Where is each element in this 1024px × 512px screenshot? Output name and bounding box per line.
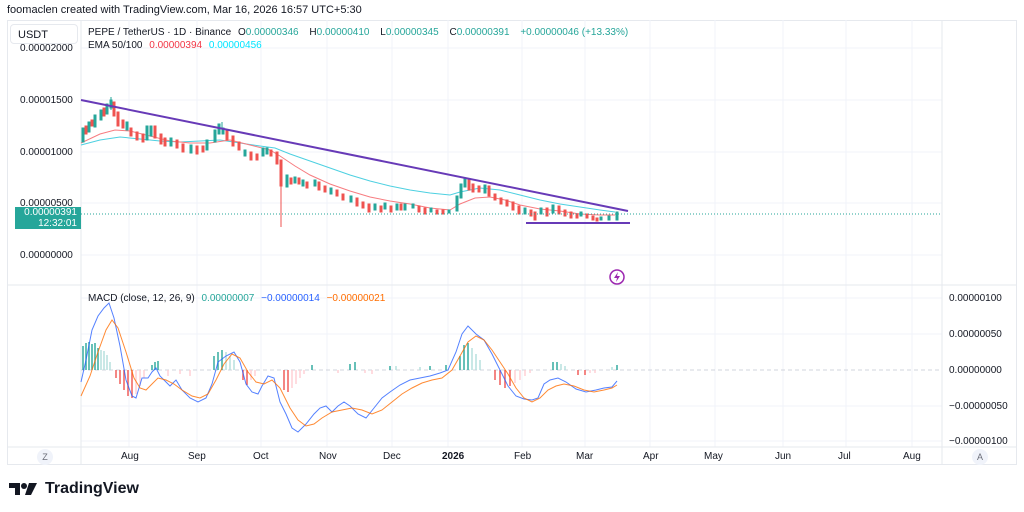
symbol-legend: PEPE / TetherUS · 1D · Binance O0.000003… <box>88 27 632 38</box>
ohlc-high-value: 0.00000410 <box>316 27 370 38</box>
time-axis-label: Mar <box>576 451 594 462</box>
macd-axis-label: 0.00000100 <box>949 293 1002 304</box>
zoom-reset-button[interactable]: Z <box>37 449 53 465</box>
macd-legend: MACD (close, 12, 26, 9) 0.00000007 −0.00… <box>88 293 389 304</box>
ema50-value: 0.00000394 <box>149 40 203 51</box>
macd-histogram-value: 0.00000007 <box>201 293 255 304</box>
time-axis-label: Jul <box>838 451 851 462</box>
signal-line <box>80 319 618 427</box>
price-axis-label: 0.00001000 <box>20 147 73 158</box>
price-axis-label: 0.00002000 <box>20 43 73 54</box>
macd-label[interactable]: MACD (close, 12, 26, 9) <box>88 293 195 304</box>
symbol-title[interactable]: PEPE / TetherUS · 1D · Binance <box>88 27 232 38</box>
descending-trendline[interactable] <box>80 99 629 212</box>
ohlc-open-value: 0.00000346 <box>245 27 299 38</box>
ema-legend: EMA 50/100 0.00000394 0.00000456 <box>88 40 266 51</box>
price-axis-label: 0.00000500 <box>20 198 73 209</box>
current-price-tag: 0.00000391 12:32:01 <box>15 207 81 229</box>
brand-name: TradingView <box>45 480 139 497</box>
time-axis-label: Apr <box>643 451 659 462</box>
tradingview-logo-icon <box>9 483 37 495</box>
time-axis-label: Nov <box>319 451 337 462</box>
chart-credit: foomaclen created with TradingView.com, … <box>7 4 362 16</box>
macd-line <box>80 302 618 433</box>
price-change: +0.00000046 (+13.33%) <box>520 27 629 38</box>
currency-button[interactable]: USDT <box>10 24 78 44</box>
grid-lines <box>81 20 942 447</box>
auto-scale-button[interactable]: A <box>972 449 988 465</box>
ema100-value: 0.00000456 <box>208 40 262 51</box>
ema100-line <box>80 136 616 213</box>
ema-label[interactable]: EMA 50/100 <box>88 40 143 51</box>
time-axis-label: Sep <box>188 451 206 462</box>
macd-signal-value: −0.00000021 <box>326 293 386 304</box>
macd-axis-label: −0.00000050 <box>949 401 1008 412</box>
time-axis-label: Jun <box>775 451 792 462</box>
ohlc-low-value: 0.00000345 <box>385 27 439 38</box>
ohlc-high-label: H <box>309 27 317 38</box>
ohlc-open-label: O <box>238 27 246 38</box>
time-axis-label: Feb <box>514 451 532 462</box>
time-axis-label-year: 2026 <box>442 451 465 462</box>
chart-frame <box>7 20 1017 465</box>
tradingview-logo: TradingView <box>9 480 139 498</box>
ohlc-low-label: L <box>380 27 386 38</box>
current-price-value: 0.00000391 <box>24 207 77 218</box>
time-axis-label: Aug <box>121 451 139 462</box>
time-axis-label: May <box>704 451 723 462</box>
flash-icon[interactable] <box>609 269 625 285</box>
time-axis-label: Aug <box>903 451 921 462</box>
ohlc-close-label: C <box>449 27 457 38</box>
ohlc-close-value: 0.00000391 <box>456 27 510 38</box>
macd-histogram <box>82 342 618 398</box>
macd-axis-label: 0.00000000 <box>949 365 1002 376</box>
time-axis-label: Oct <box>253 451 269 462</box>
candles <box>81 97 619 227</box>
time-axis-label: Dec <box>383 451 401 462</box>
price-axis-label: 0.00001500 <box>20 95 73 106</box>
macd-axis-label: −0.00000100 <box>949 436 1008 447</box>
macd-axis-label: 0.00000050 <box>949 329 1002 340</box>
macd-line-value: −0.00000014 <box>261 293 320 304</box>
price-axis-label: 0.00000000 <box>20 250 73 261</box>
candle-countdown: 12:32:01 <box>38 218 77 229</box>
